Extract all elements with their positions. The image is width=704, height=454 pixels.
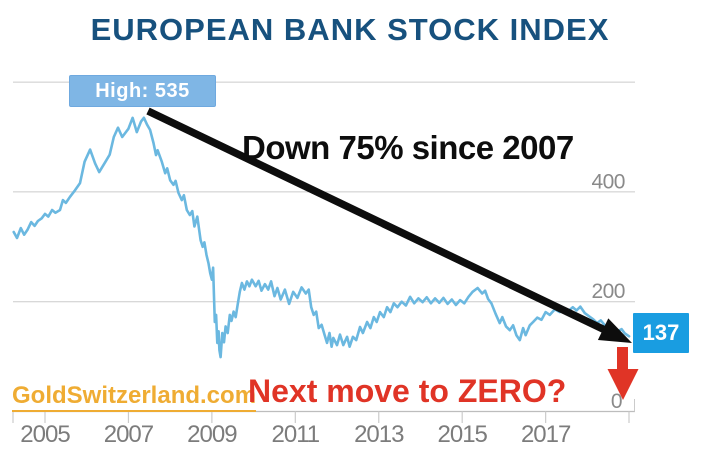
- x-tick-label-2007: 2007: [104, 421, 154, 448]
- chart-title: EUROPEAN BANK STOCK INDEX: [90, 12, 610, 47]
- x-tick-label-2013: 2013: [354, 421, 404, 448]
- zero-arrow: [607, 347, 639, 400]
- decline-arrow-shaft: [146, 107, 608, 334]
- x-tick-label-2011: 2011: [272, 421, 320, 448]
- x-tick-label-2015: 2015: [438, 421, 488, 448]
- y-tick-label-400: 400: [591, 170, 625, 193]
- x-tick-label-2009: 2009: [187, 421, 237, 448]
- high-value-badge: High: 535: [69, 75, 216, 107]
- x-tick-label-2005: 2005: [20, 421, 70, 448]
- y-tick-label-200: 200: [591, 280, 625, 303]
- index-series-line: [12, 116, 631, 359]
- down-since-2007-annotation: Down 75% since 2007: [242, 129, 574, 166]
- watermark-goldswitzerland: GoldSwitzerland.com: [12, 382, 257, 412]
- decline-arrow-head: [597, 318, 632, 343]
- x-tick-label-2017: 2017: [521, 421, 571, 448]
- last-value-badge: 137: [633, 313, 689, 353]
- y-tick-label-0: 0: [611, 390, 622, 413]
- next-move-zero-annotation: Next move to ZERO?: [248, 373, 567, 409]
